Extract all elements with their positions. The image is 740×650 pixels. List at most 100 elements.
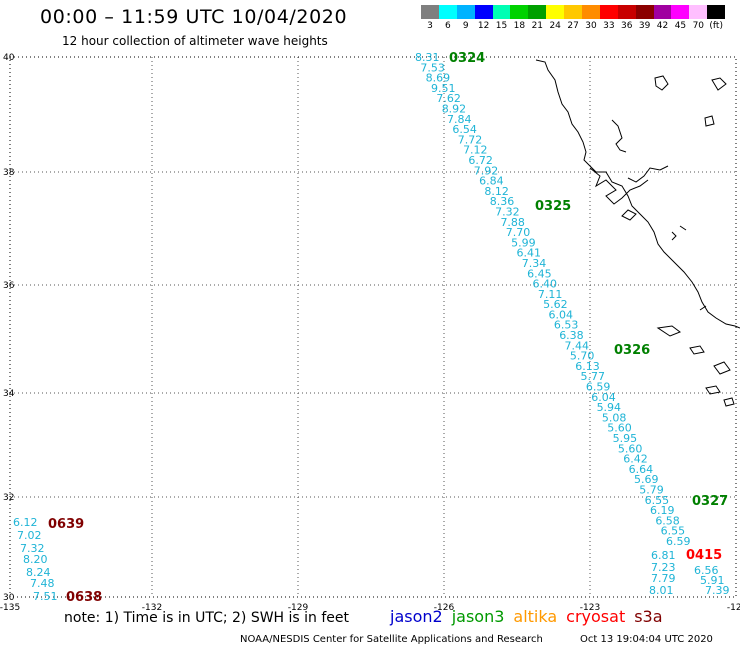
- wave-height-value: 7.92: [474, 164, 499, 177]
- map-title: 00:00 – 11:59 UTC 10/04/2020: [40, 6, 348, 28]
- lat-tick-label: 34: [3, 389, 15, 399]
- wave-height-value: 7.72: [458, 133, 483, 146]
- legend-cell: 15: [492, 5, 511, 32]
- wave-height-value: 8.24: [26, 566, 51, 579]
- legend-swatch: [564, 5, 583, 19]
- lon-tick-label: -123: [580, 603, 600, 613]
- wave-height-value: 8.01: [649, 584, 674, 597]
- legend-cell: 3: [421, 5, 439, 32]
- wave-height-value: 9.51: [431, 82, 456, 95]
- wave-height-value: 6.12: [13, 516, 38, 529]
- lat-tick-label: 40: [3, 53, 15, 63]
- lat-tick-label: 32: [3, 493, 14, 503]
- generated-timestamp: Oct 13 19:04:04 UTC 2020: [580, 634, 713, 645]
- pass-time-label: 0327: [692, 494, 728, 509]
- legend-swatch: [689, 5, 708, 19]
- satellite-name: cryosat: [566, 607, 626, 626]
- legend-cell: 30: [582, 5, 600, 32]
- lat-tick-label: 36: [3, 281, 15, 291]
- satellite-name: s3a: [634, 607, 663, 626]
- altimeter-track-main: 8.317.538.699.517.628.927.846.547.727.12…: [415, 51, 691, 548]
- wave-height-value: 5.70: [570, 350, 595, 363]
- wave-height-value: 6.41: [516, 247, 541, 260]
- legend-label: (ft): [709, 21, 723, 31]
- lat-lon-grid: [9, 56, 737, 598]
- pass-time-label: 0324: [449, 51, 485, 66]
- pass-time-label: 0326: [614, 343, 650, 358]
- wave-height-color-legend: 3 6 9 12 15 18 21 24 27 30 33 36 39 42 45 70 (ft): [421, 5, 726, 32]
- legend-cell: 12: [474, 5, 493, 32]
- lon-tick-label: -135: [0, 603, 20, 613]
- wave-height-value: 8.31: [415, 51, 440, 64]
- legend-label: 70: [692, 21, 705, 31]
- wave-height-value: 8.12: [484, 185, 509, 198]
- legend-label: 3: [427, 21, 433, 31]
- wave-height-value: 5.60: [618, 442, 643, 455]
- legend-swatch: [635, 5, 654, 19]
- legend-label: 27: [567, 21, 579, 31]
- wave-height-value: 7.53: [420, 61, 445, 74]
- legend-cell: 24: [546, 5, 565, 32]
- legend-cell: 42: [653, 5, 672, 32]
- lat-tick-label: 38: [3, 168, 15, 178]
- lat-tick-label: 30: [3, 593, 15, 603]
- legend-label: 39: [638, 21, 651, 31]
- wave-height-value: 6.04: [591, 391, 616, 404]
- wave-height-value: 6.56: [694, 564, 719, 577]
- pass-time-label: 0639: [48, 517, 84, 532]
- pass-time-label: 0415: [686, 548, 722, 563]
- legend-cell: 9: [456, 5, 475, 32]
- legend-cell: 70: [689, 5, 708, 32]
- wave-height-value: 8.36: [490, 195, 515, 208]
- wave-height-value: 5.95: [613, 432, 638, 445]
- legend-cell: 21: [528, 5, 547, 32]
- wave-height-value: 8.69: [426, 72, 451, 85]
- wave-height-value: 5.94: [597, 401, 622, 414]
- wave-height-value: 6.84: [479, 175, 504, 188]
- wave-height-value: 5.08: [602, 411, 627, 424]
- legend-swatch: [456, 5, 475, 19]
- legend-swatch: [510, 5, 529, 19]
- legend-swatch: [492, 5, 511, 19]
- legend-cell: 39: [635, 5, 654, 32]
- satellite-name: jason3: [451, 607, 505, 626]
- wave-height-value: 6.58: [655, 514, 680, 527]
- satellite-legend: jason2 jason3 altika cryosat s3a: [390, 607, 672, 626]
- wave-height-value: 6.04: [549, 308, 574, 321]
- legend-swatch: [528, 5, 547, 19]
- legend-swatch: [582, 5, 600, 19]
- wave-height-value: 6.53: [554, 319, 579, 332]
- wave-height-value: 7.51: [33, 590, 58, 603]
- pass-time-label: 0325: [535, 199, 571, 214]
- wave-height-value: 6.81: [651, 549, 676, 562]
- wave-height-value: 7.12: [463, 144, 488, 157]
- wave-height-value: 6.54: [452, 123, 477, 136]
- legend-label: 36: [621, 21, 633, 31]
- legend-label: 12: [477, 21, 490, 31]
- legend-cell: 36: [617, 5, 636, 32]
- legend-label: 45: [674, 21, 687, 31]
- wave-height-value: 5.91: [700, 574, 725, 587]
- legend-swatch: [707, 5, 726, 19]
- wave-height-value: 7.32: [495, 205, 520, 218]
- legend-swatch: [546, 5, 565, 19]
- wave-height-value: 7.48: [30, 577, 55, 590]
- legend-swatch: [671, 5, 690, 19]
- wave-height-value: 7.88: [500, 216, 524, 229]
- wave-height-value: 8.92: [442, 102, 467, 115]
- coastline: [535, 59, 740, 407]
- wave-height-value: 6.59: [586, 381, 611, 394]
- satellite-name: altika: [513, 607, 558, 626]
- wave-height-value: 7.02: [17, 529, 42, 542]
- wave-height-value: 6.72: [468, 154, 493, 167]
- legend-label: 18: [513, 21, 526, 31]
- legend-label: 15: [495, 21, 508, 31]
- satellite-name: jason2: [390, 607, 443, 626]
- wave-height-value: 7.79: [651, 572, 676, 585]
- legend-swatch: [474, 5, 493, 19]
- legend-cell: 6: [438, 5, 457, 32]
- map-subtitle: 12 hour collection of altimeter wave hei…: [62, 34, 328, 48]
- wave-height-value: 5.60: [607, 422, 632, 435]
- wave-height-value: 7.34: [522, 257, 547, 270]
- wave-height-value: 6.59: [666, 535, 691, 548]
